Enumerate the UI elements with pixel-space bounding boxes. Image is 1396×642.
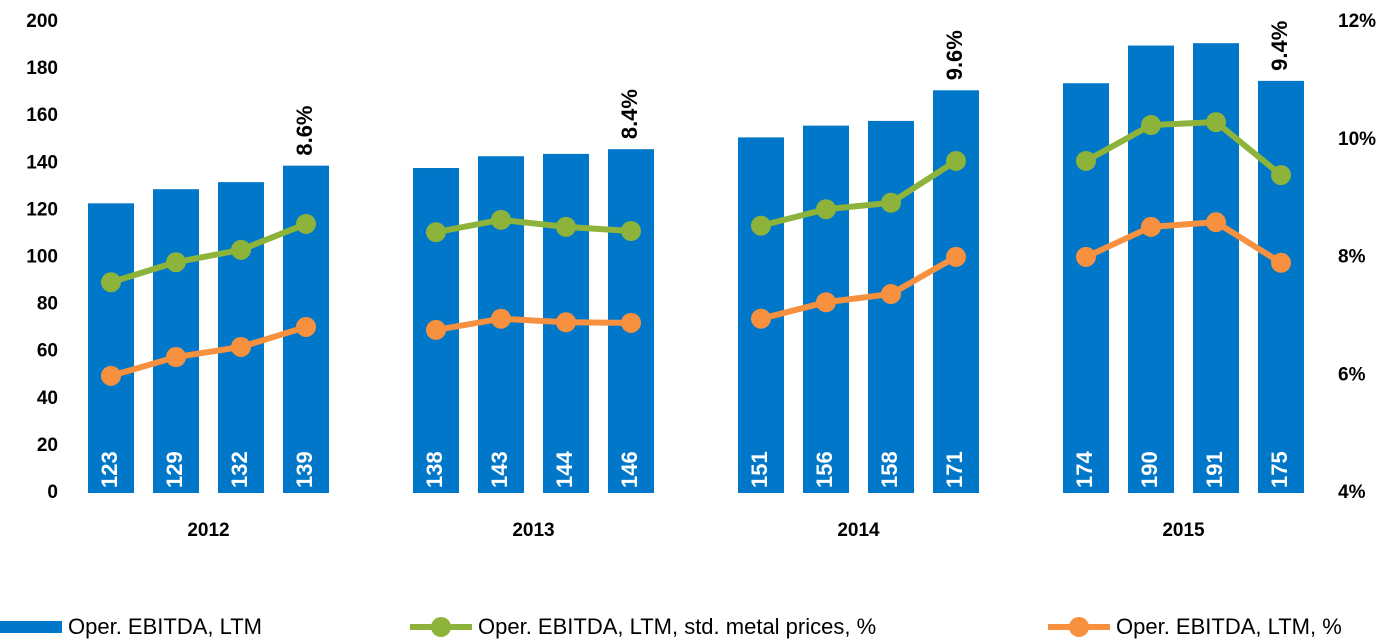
point [1076,246,1096,267]
value-label: 9.4% [1267,21,1292,71]
y2-tick-label: 4% [1338,482,1366,503]
bar [933,90,979,494]
bar [868,120,914,493]
legend-label: Oper. EBITDA, LTM, std. metal prices, % [478,614,876,639]
point [166,346,186,367]
point [491,209,511,230]
line [110,324,307,379]
y-tick-label: 120 [26,199,58,220]
y-tick-label: 140 [26,152,58,173]
bar [88,203,134,493]
group-label: 2013 [512,520,554,541]
bar [1258,80,1304,493]
legend-label: Oper. EBITDA, LTM, % [1116,614,1342,639]
point [1271,252,1291,273]
group-label: 2015 [1162,520,1205,541]
point [751,215,771,236]
point [946,246,966,267]
bar-label: 123 [97,451,122,488]
legend-swatch [0,621,62,633]
y2-tick-label: 6% [1338,364,1366,385]
bar [1063,83,1109,493]
point [881,192,901,213]
bar-label: 144 [552,451,577,488]
legend-swatch [431,617,451,637]
line [1084,219,1283,266]
bar-label: 146 [617,451,642,488]
group-label: 2012 [187,520,229,541]
legend-label: Oper. EBITDA, LTM [68,614,262,639]
point [426,222,446,243]
value-label: 8.6% [292,105,317,155]
value-label: 9.6% [942,30,967,80]
point [1206,212,1226,233]
y-tick-label: 200 [26,11,58,32]
point [296,316,316,337]
line [435,315,632,333]
group-label: 2014 [837,520,880,541]
point [816,199,836,220]
point [166,252,186,273]
point [881,284,901,305]
y-tick-label: 0 [47,482,58,503]
bar-label: 171 [942,451,967,488]
point [816,292,836,313]
bar-label: 129 [162,451,187,488]
bar-label: 138 [422,451,447,488]
point [556,312,576,333]
bar-label: 139 [292,451,317,488]
line [1084,119,1283,178]
point [946,150,966,171]
point [1141,115,1161,136]
point [231,336,251,357]
point [426,319,446,340]
y-tick-label: 80 [37,294,58,315]
bar-label: 132 [227,451,252,488]
bar-label: 191 [1202,451,1227,488]
point [1271,165,1291,186]
bar-label: 143 [487,451,512,488]
y-tick-label: 20 [37,435,58,456]
bar [153,189,199,493]
value-label: 8.4% [617,89,642,139]
point [556,216,576,237]
line [110,221,308,286]
y-tick-label: 60 [37,341,58,362]
bar-label: 174 [1072,451,1097,488]
bar [1193,43,1239,493]
point [621,312,641,333]
point [101,272,121,293]
point [296,213,316,234]
y-tick-label: 40 [37,388,58,409]
bar-label: 175 [1267,451,1292,488]
line [760,254,958,322]
y-tick-label: 160 [26,105,58,126]
y2-tick-label: 12% [1338,11,1376,32]
y2-tick-label: 10% [1338,129,1376,150]
line [435,216,632,236]
bar-label: 151 [747,451,772,488]
point [1076,150,1096,171]
point [231,239,251,260]
y2-tick-label: 8% [1338,247,1366,268]
point [491,308,511,329]
bar-label: 190 [1137,451,1162,488]
legend-swatch [1069,617,1089,637]
point [1141,216,1161,237]
point [101,365,121,386]
point [621,221,641,242]
point [751,308,771,329]
bar [1128,45,1174,494]
point [1206,112,1226,133]
line [760,158,958,229]
y-tick-label: 180 [26,58,58,79]
bar-label: 156 [812,451,837,488]
y-tick-label: 100 [26,247,58,268]
bar-label: 158 [877,451,902,488]
